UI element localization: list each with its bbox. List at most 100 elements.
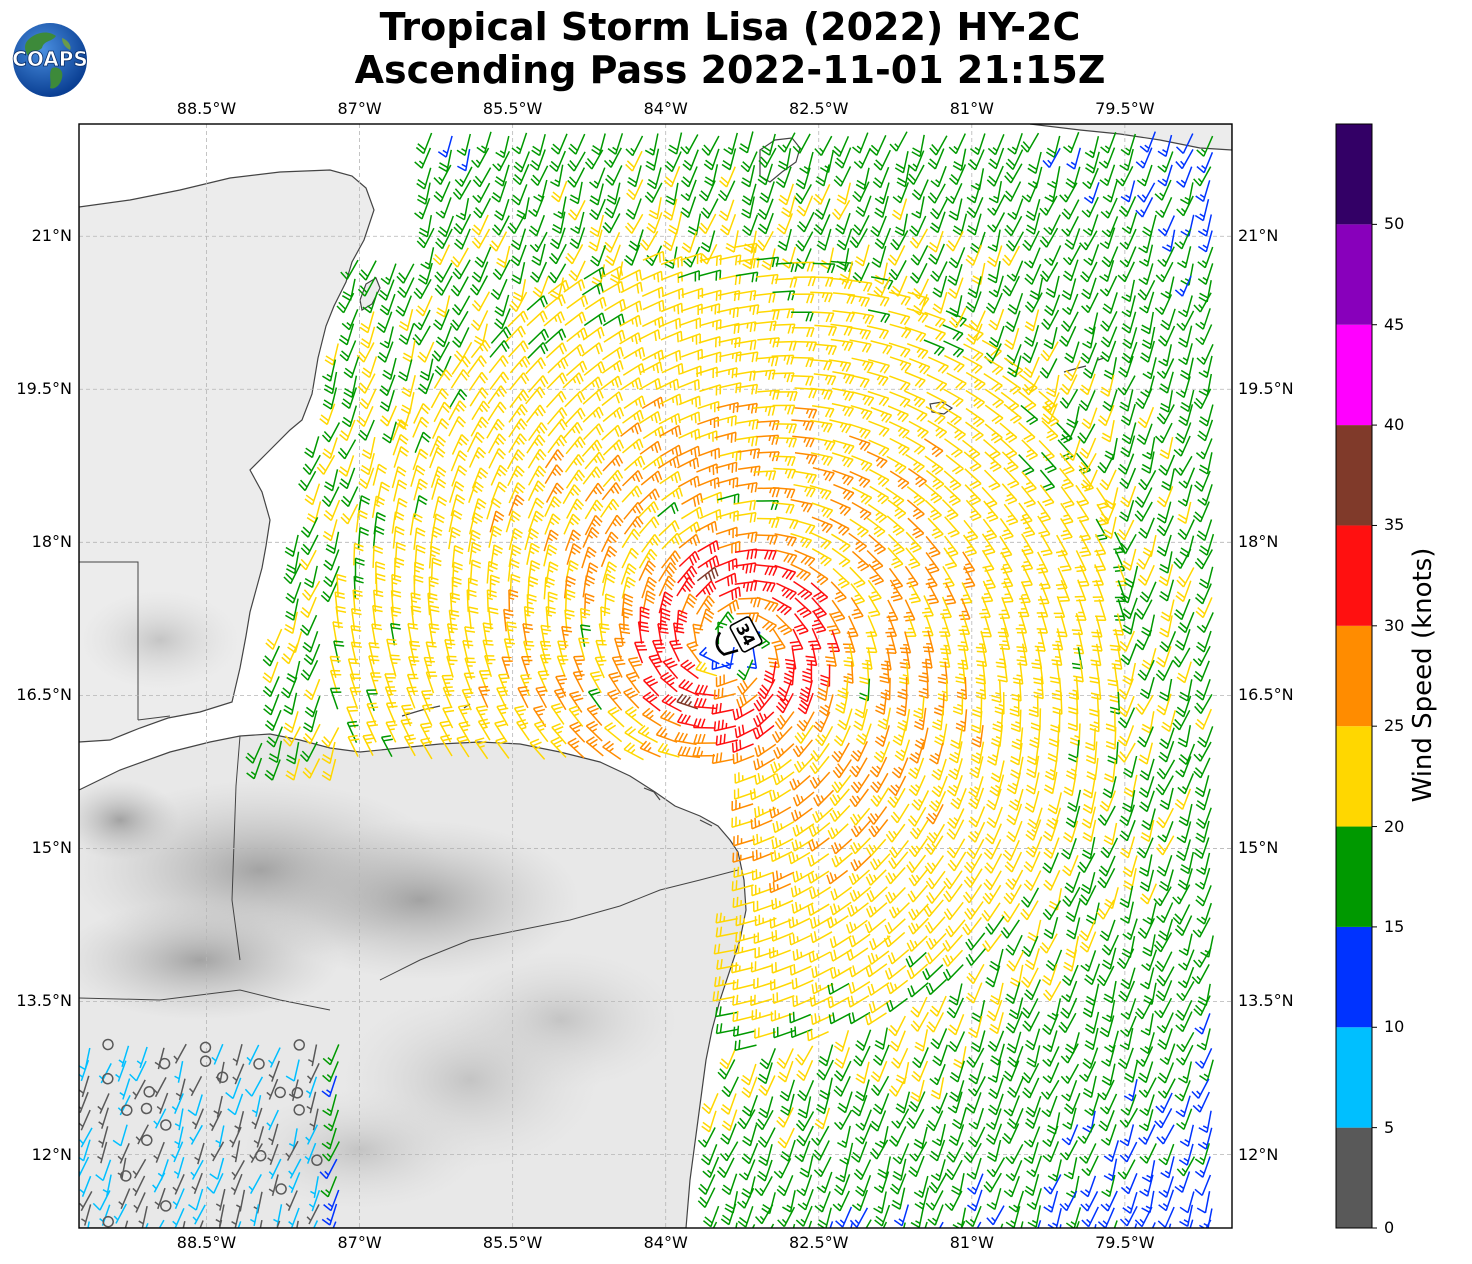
wind-barb [644,133,659,156]
wind-barb [553,196,567,219]
lon-label-top: 88.5°W [176,99,237,118]
lat-label-right: 13.5°N [1238,991,1294,1011]
lat-label-left: 12°N [31,1144,72,1164]
lat-label-right: 12°N [1238,1144,1279,1164]
wind-barb [987,134,1005,156]
wind-barb [1102,180,1118,203]
wind-barb [550,133,568,155]
wind-barb [435,197,452,219]
wind-barb [512,164,530,186]
wind-barb [814,135,833,157]
lon-label-top: 84°W [643,99,688,118]
colorbar-bin [1336,324,1372,426]
wind-barb [741,183,757,206]
wind-barb [1062,131,1080,154]
wind-barb [1084,136,1100,159]
colorbar-bin [1336,224,1372,325]
lon-label-bottom: 81°W [949,1233,994,1252]
wind-barb [1180,182,1194,205]
lat-label-left: 21°N [31,226,72,246]
wind-barb [1044,179,1058,203]
wind-barb [455,197,470,221]
wind-barb [757,163,774,186]
wind-barb [853,147,871,169]
wind-barb [457,148,471,172]
lat-label-left: 16.5°N [16,685,72,705]
wind-barb [663,166,681,188]
colorbar-bin [1336,625,1372,727]
wind-barb [969,133,986,156]
wind-barb [759,181,775,204]
wind-barb [603,147,622,168]
wind-barb [1042,147,1061,169]
wind-barb [834,147,852,169]
wind-barb [1082,167,1099,190]
wind-barb [815,164,830,187]
wind-barb [454,166,473,187]
lat-label-left: 15°N [31,838,72,858]
wind-barb [758,147,777,168]
wind-barb [1100,132,1117,154]
wind-barb [513,151,530,173]
lon-label-top: 87°W [337,99,382,118]
colorbar-tick-label: 0 [1384,1218,1395,1237]
wind-barb [1119,148,1134,172]
wind-barb [495,135,510,159]
lat-label-right: 21°N [1238,226,1279,246]
wind-barb [433,164,452,186]
wind-barb [1066,147,1082,170]
wind-barb [1083,182,1100,204]
lon-label-top: 81°W [949,99,994,118]
wind-barb [723,132,739,155]
wind-barb [682,149,699,171]
wind-barb [668,132,683,155]
wind-barb [966,181,982,204]
colorbar-tick-label: 50 [1384,214,1405,234]
wind-barb [1020,132,1040,153]
wind-barb [1115,165,1134,187]
wind-barb [855,167,870,190]
wind-barb [664,151,682,173]
wind-barb [567,151,586,172]
wind-barb [417,182,431,205]
wind-barb [792,133,811,154]
wind-barb [852,132,869,154]
wind-barb [719,166,736,188]
colorbar-tick-label: 40 [1384,415,1405,435]
wind-barb [873,149,891,171]
wind-barb [793,184,812,205]
wind-barb [874,182,890,205]
lon-label-top: 82.5°W [789,99,849,118]
colorbar-tick-label: 25 [1384,716,1405,736]
wind-barb [1120,180,1136,203]
wind-barb [799,151,814,174]
wind-barb [911,179,929,201]
lat-label-left: 18°N [31,532,72,552]
wind-barb [952,148,967,171]
wind-barb [1007,132,1023,155]
wind-barb [584,149,604,170]
wind-barb [988,180,1003,204]
wind-barb [1157,151,1174,173]
wind-barb [589,183,604,206]
wind-barb [701,135,720,156]
wind-barb [511,132,528,155]
colorbar-tick-label: 5 [1384,1117,1395,1137]
wind-barb [836,182,852,205]
wind-barb [589,167,606,189]
wind-barb [569,181,583,205]
wind-barb [945,182,963,204]
wind-barb [967,149,985,171]
land-layer [79,124,1232,1228]
colorbar [1335,123,1377,1229]
wind-barb [894,151,909,174]
wind-barb [1005,149,1024,170]
lat-label-left: 19.5°N [16,379,72,399]
wind-barb [906,164,925,185]
wind-barb [416,167,432,190]
wind-barb [741,165,756,188]
wind-barb [986,165,1004,187]
wind-barb [929,135,948,156]
wind-barb [777,132,796,153]
wind-barb [1157,134,1173,158]
